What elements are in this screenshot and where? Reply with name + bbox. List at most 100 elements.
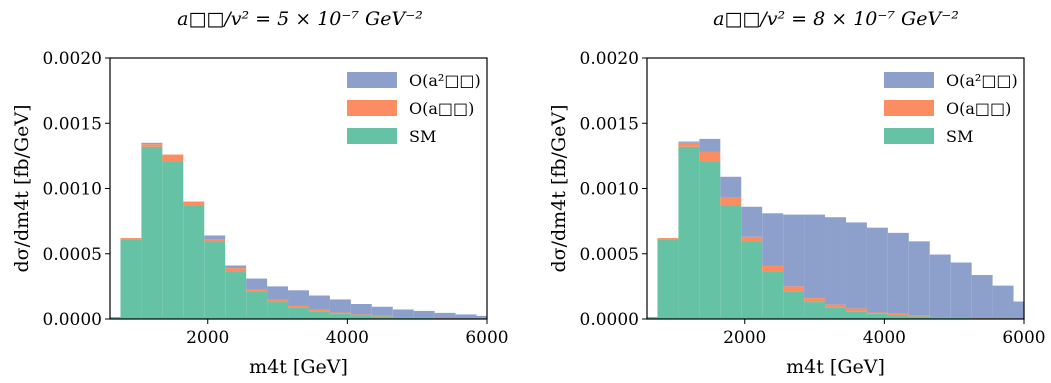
x-tick-label: 6000 <box>1002 328 1045 348</box>
bar-Oa-bin-1 <box>678 142 700 147</box>
bar-SM-bin-1 <box>141 146 163 319</box>
bar-Oa-bin-4 <box>204 239 226 243</box>
bar-SM-bin-12 <box>371 316 393 319</box>
y-tick-label: 0.0005 <box>580 245 639 265</box>
y-tick-label: 0.0020 <box>43 49 102 69</box>
y-tick-label: 0.0020 <box>580 49 639 69</box>
bar-Oa-bin-8 <box>288 305 309 308</box>
bar-Oa-bin-15 <box>434 312 456 319</box>
chart-title: a□□/v² = 5 × 10⁻⁷ GeV⁻² <box>177 8 423 30</box>
bar-Oa-bin-7 <box>804 298 826 303</box>
bar-SM-bin-13 <box>392 317 414 319</box>
bar-Oa-bin-7 <box>267 299 289 303</box>
bar-Oa-bin-9 <box>308 309 330 312</box>
bar-SM-bin-3 <box>183 205 205 319</box>
bar-Oa-bin-7 <box>267 286 289 300</box>
bar-Oa-bin-15 <box>971 275 993 319</box>
bar-Oa-bin-1 <box>141 142 163 145</box>
bar-Oa-bin-0 <box>657 238 679 240</box>
bar-Oa-bin-12 <box>371 306 393 316</box>
bar-Oa-bin-4 <box>204 235 226 240</box>
bar-Oa-bin-2 <box>699 151 721 162</box>
bar-Oa-bin-8 <box>825 217 846 305</box>
bar-SM-bin-0 <box>657 239 679 319</box>
bar-Oa-bin-1 <box>678 141 700 143</box>
x-tick-label: 2000 <box>723 328 766 348</box>
y-tick-label: 0.0015 <box>43 114 102 134</box>
chart-title: a□□/v² = 8 × 10⁻⁷ GeV⁻² <box>713 8 959 30</box>
bar-Oa-bin-6 <box>246 278 268 289</box>
x-tick-label: 4000 <box>863 328 906 348</box>
bar-SM-bin-6 <box>783 291 805 319</box>
x-tick-label: 4000 <box>326 328 369 348</box>
bar-Oa-bin-5 <box>225 265 247 269</box>
legend-label: O(a□□) <box>946 99 1011 118</box>
bars-group <box>110 142 487 319</box>
bar-Oa-bin-2 <box>699 138 721 152</box>
legend-swatch <box>347 72 397 88</box>
bar-SM-bin-8 <box>288 307 309 319</box>
legend-label: SM <box>409 127 436 146</box>
bar-Oa-bin-12 <box>371 315 393 317</box>
bar-Oa-bin-11 <box>350 303 372 315</box>
y-axis-label: dσ/dm4t [fb/GeV] <box>11 104 33 272</box>
bar-SM-bin-9 <box>308 311 330 319</box>
bar-Oa-bin-5 <box>225 268 247 273</box>
y-tick-label: 0.0000 <box>580 310 639 330</box>
x-axis-label: m4t [GeV] <box>249 356 348 378</box>
bar-Oa-bin-10 <box>866 312 888 314</box>
bar-Oa-bin-11 <box>887 232 909 314</box>
y-tick-label: 0.0010 <box>43 180 102 200</box>
legend-swatch <box>884 100 934 116</box>
bar-Oa-bin-5 <box>762 265 784 273</box>
bar-SM-bin-4 <box>741 242 763 319</box>
bar-Oa-bin-9 <box>308 295 330 310</box>
bar-SM-bin-5 <box>225 272 247 319</box>
bar-SM-bin-7 <box>804 302 826 319</box>
bar-Oa-bin-11 <box>350 314 372 316</box>
bar-Oa-bin-1 <box>141 144 163 147</box>
bar-SM-bin-12 <box>908 316 930 319</box>
bar-SM-bin-7 <box>267 302 289 319</box>
bar-SM-bin-1 <box>678 146 700 319</box>
bar-SM-bin-14 <box>950 317 972 319</box>
legend-swatch <box>347 100 397 116</box>
bar-Oa-bin-13 <box>929 254 951 318</box>
legend-label: O(a²□□) <box>946 71 1018 90</box>
legend-swatch <box>884 72 934 88</box>
x-tick-label: 2000 <box>186 328 229 348</box>
bar-Oa-bin-2 <box>162 154 184 162</box>
legend-label: O(a□□) <box>409 99 474 118</box>
bar-Oa-bin-11 <box>887 313 909 316</box>
bar-Oa-bin-6 <box>783 286 805 292</box>
bar-Oa-bin-3 <box>720 197 742 206</box>
bar-SM-bin-11 <box>350 315 372 319</box>
legend-swatch <box>347 128 397 144</box>
x-axis-label: m4t [GeV] <box>786 356 885 378</box>
bar-SM-bin-11 <box>887 315 909 319</box>
bar-Oa-bin-14 <box>950 262 972 318</box>
bar-SM-bin-8 <box>825 307 846 319</box>
bar-Oa-bin-9 <box>845 308 867 312</box>
bar-SM-bin-9 <box>845 311 867 319</box>
bar-Oa-bin-3 <box>720 176 742 198</box>
bar-Oa-bin-9 <box>845 222 867 309</box>
bar-Oa-bin-14 <box>413 310 435 318</box>
y-tick-label: 0.0015 <box>580 114 639 134</box>
bar-Oa-bin-12 <box>908 315 930 317</box>
y-tick-label: 0.0010 <box>580 180 639 200</box>
legend-swatch <box>884 128 934 144</box>
x-tick-label: 6000 <box>465 328 508 348</box>
bar-Oa-bin-5 <box>762 213 784 266</box>
y-axis-label: dσ/dm4t [fb/GeV] <box>548 104 570 272</box>
bar-Oa-bin-16 <box>455 314 477 319</box>
bar-Oa-bin-6 <box>246 288 268 292</box>
bar-SM-bin-6 <box>246 291 268 319</box>
bar-Oa-bin-6 <box>783 214 805 287</box>
bar-Oa-bin-17 <box>476 315 487 319</box>
bar-SM-bin-10 <box>329 313 351 319</box>
bar-Oa-bin-16 <box>992 285 1014 319</box>
bar-Oa-bin-0 <box>120 238 142 240</box>
bar-Oa-bin-10 <box>329 299 351 313</box>
